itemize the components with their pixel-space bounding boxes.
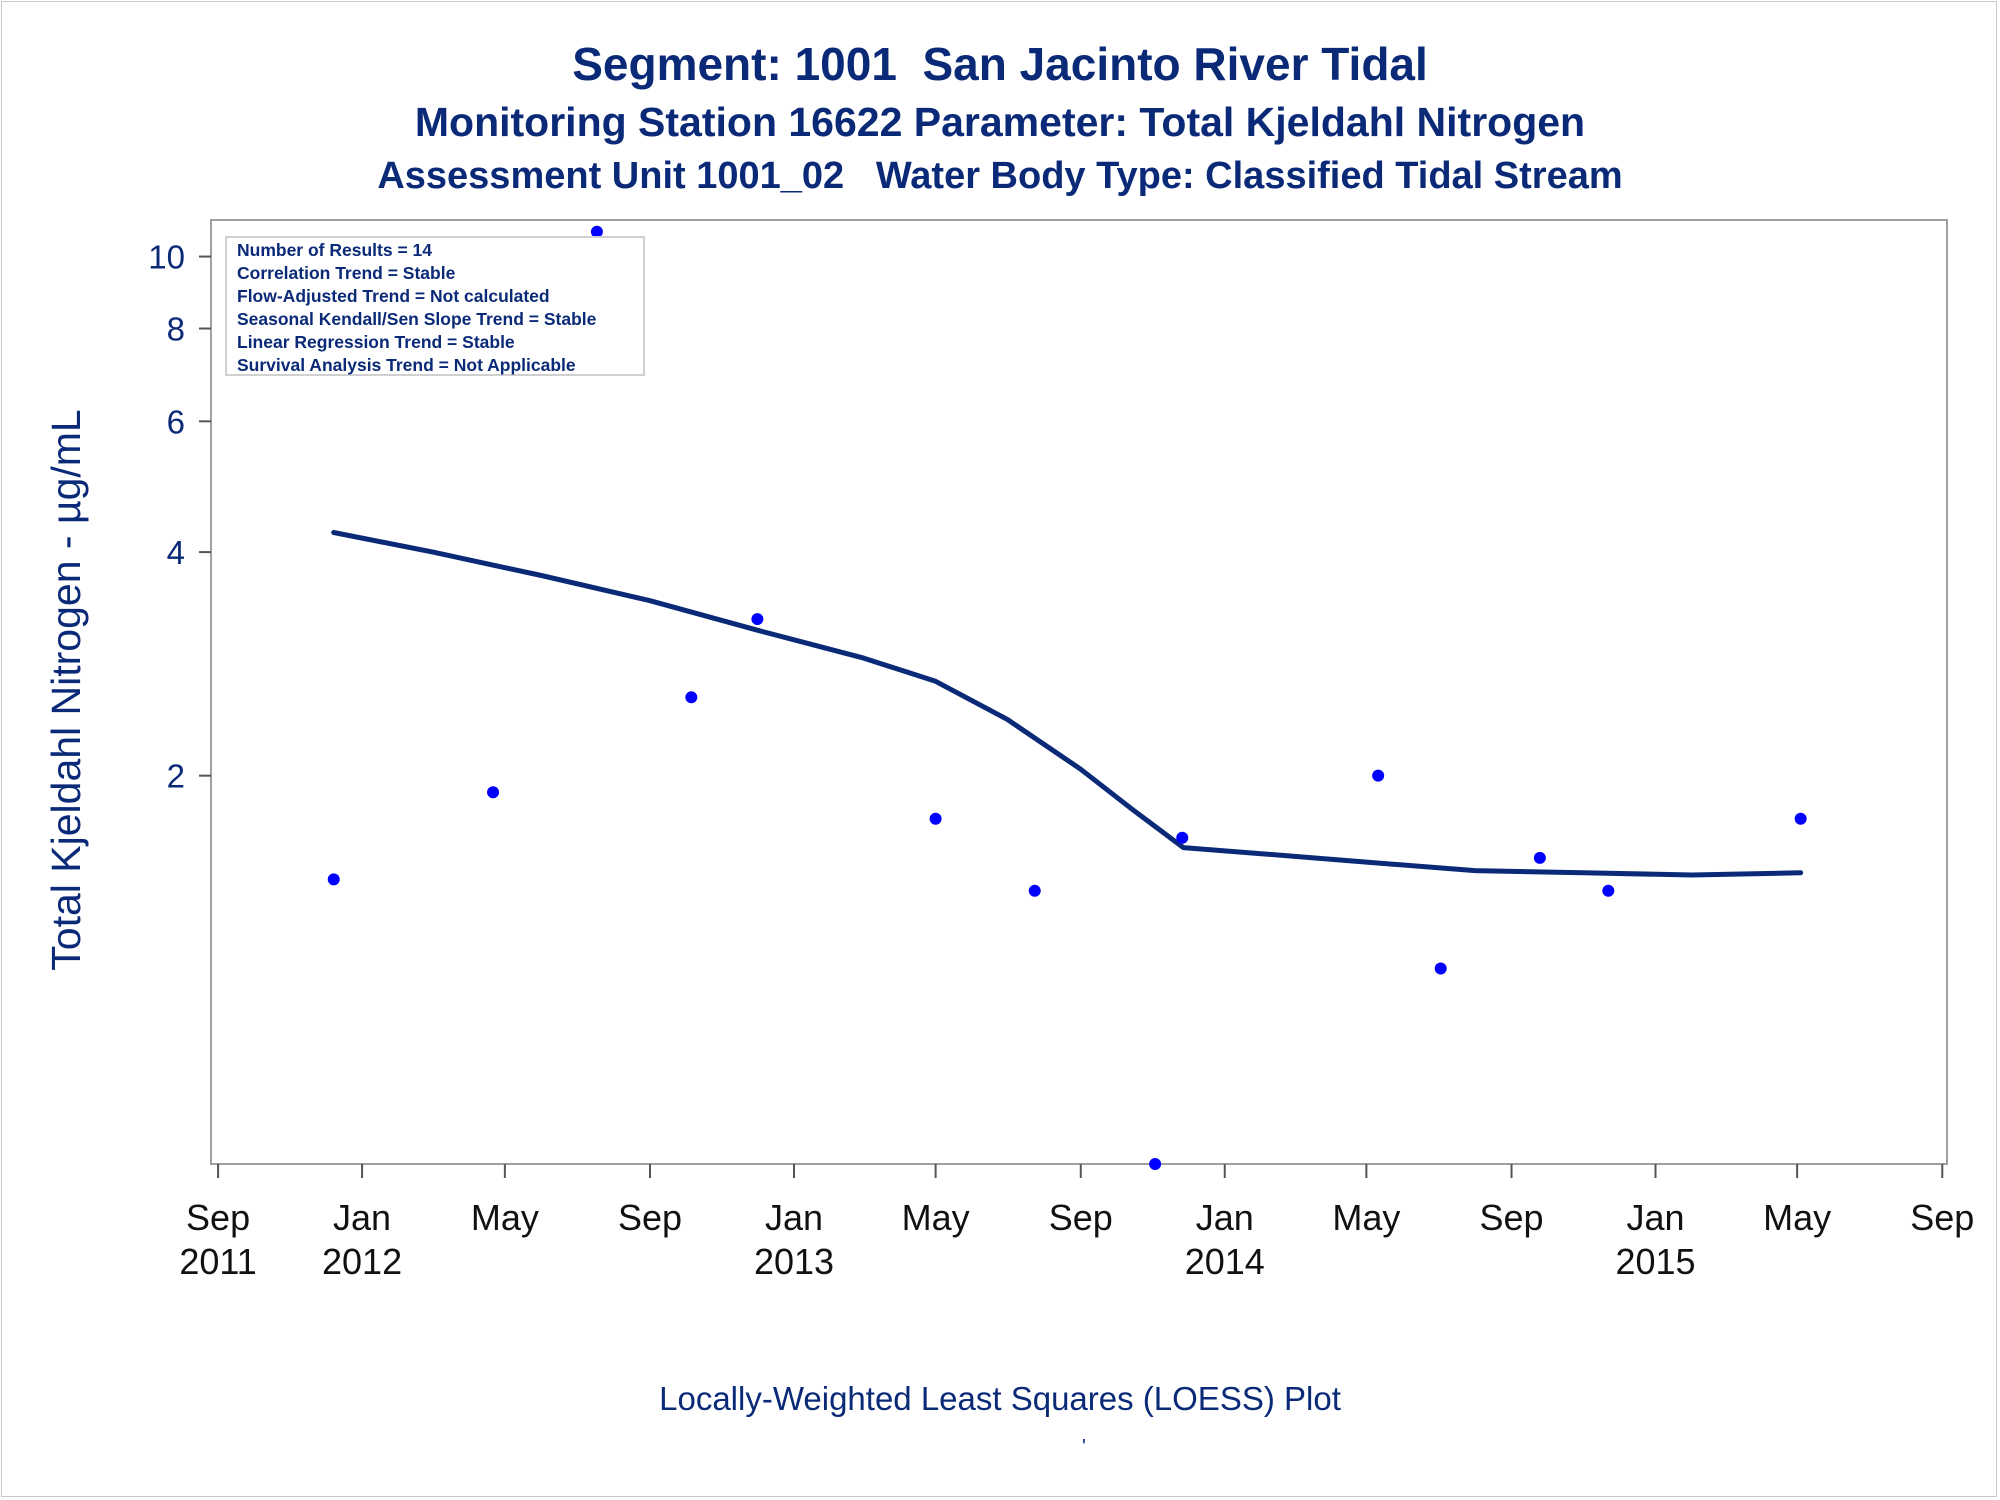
chart-footnote: Locally-Weighted Least Squares (LOESS) P… — [659, 1380, 1341, 1417]
data-point — [1794, 812, 1807, 825]
x-tick-label-month: Sep — [1049, 1197, 1113, 1238]
data-point — [1372, 769, 1385, 782]
loess-layer — [331, 530, 1804, 878]
footnote-mark: ' — [1082, 1436, 1086, 1458]
stats-line: Linear Regression Trend = Stable — [237, 332, 515, 352]
chart-subtitle-2: Assessment Unit 1001_02 Water Body Type:… — [377, 155, 1623, 197]
y-tick-label: 2 — [167, 758, 185, 795]
x-tick-label-year: 2012 — [322, 1241, 402, 1282]
x-tick-label-year: 2015 — [1615, 1241, 1695, 1282]
chart-subtitle: Monitoring Station 16622 Parameter: Tota… — [414, 99, 1586, 145]
trend-stats-box: Number of Results = 14 Correlation Trend… — [225, 236, 645, 376]
data-point — [929, 812, 942, 825]
data-point — [1434, 962, 1447, 975]
x-tick-label-month: Sep — [1479, 1197, 1543, 1238]
data-point — [685, 691, 698, 704]
x-tick-label-month: Sep — [1910, 1197, 1974, 1238]
stats-line: Flow-Adjusted Trend = Not calculated — [237, 286, 550, 306]
y-axis: 2 4 6 8 10 — [148, 239, 211, 795]
data-point — [751, 613, 764, 626]
x-tick-label-year: 2011 — [179, 1241, 256, 1282]
y-tick-label: 10 — [148, 239, 185, 276]
x-tick-label-month: May — [1763, 1197, 1831, 1238]
data-points — [327, 225, 1807, 1170]
y-axis-label: Total Kjeldahl Nitrogen - µg/mL — [43, 409, 89, 970]
y-tick-label: 4 — [167, 534, 185, 571]
stats-line: Seasonal Kendall/Sen Slope Trend = Stabl… — [237, 309, 597, 329]
chart-title: Segment: 1001 San Jacinto River Tidal — [572, 38, 1428, 90]
x-tick-label-month: May — [1332, 1197, 1400, 1238]
x-tick-label-month: Jan — [1196, 1197, 1254, 1238]
x-tick-label-month: May — [471, 1197, 539, 1238]
data-point — [590, 225, 603, 238]
data-point — [327, 873, 340, 886]
plot-area-border — [210, 219, 1948, 1165]
x-tick-label-month: Jan — [765, 1197, 823, 1238]
stats-line: Survival Analysis Trend = Not Applicable — [237, 355, 576, 375]
data-point — [1028, 884, 1041, 897]
x-tick-label-month: Jan — [333, 1197, 391, 1238]
y-tick-label: 6 — [167, 403, 185, 440]
x-tick-label-month: Jan — [1626, 1197, 1684, 1238]
data-point — [1602, 884, 1615, 897]
data-point — [1149, 1158, 1162, 1170]
x-tick-label-month: May — [902, 1197, 970, 1238]
loess-line — [331, 530, 1804, 878]
data-point — [1176, 831, 1189, 844]
stats-line: Correlation Trend = Stable — [237, 263, 456, 283]
data-point — [487, 786, 500, 799]
stats-line: Number of Results = 14 — [237, 240, 432, 260]
x-tick-label-year: 2014 — [1185, 1241, 1265, 1282]
x-tick-label-month: Sep — [186, 1197, 250, 1238]
y-tick-label: 8 — [167, 311, 185, 348]
data-point — [1533, 851, 1546, 864]
x-tick-label-month: Sep — [618, 1197, 682, 1238]
x-tick-label-year: 2013 — [754, 1241, 834, 1282]
